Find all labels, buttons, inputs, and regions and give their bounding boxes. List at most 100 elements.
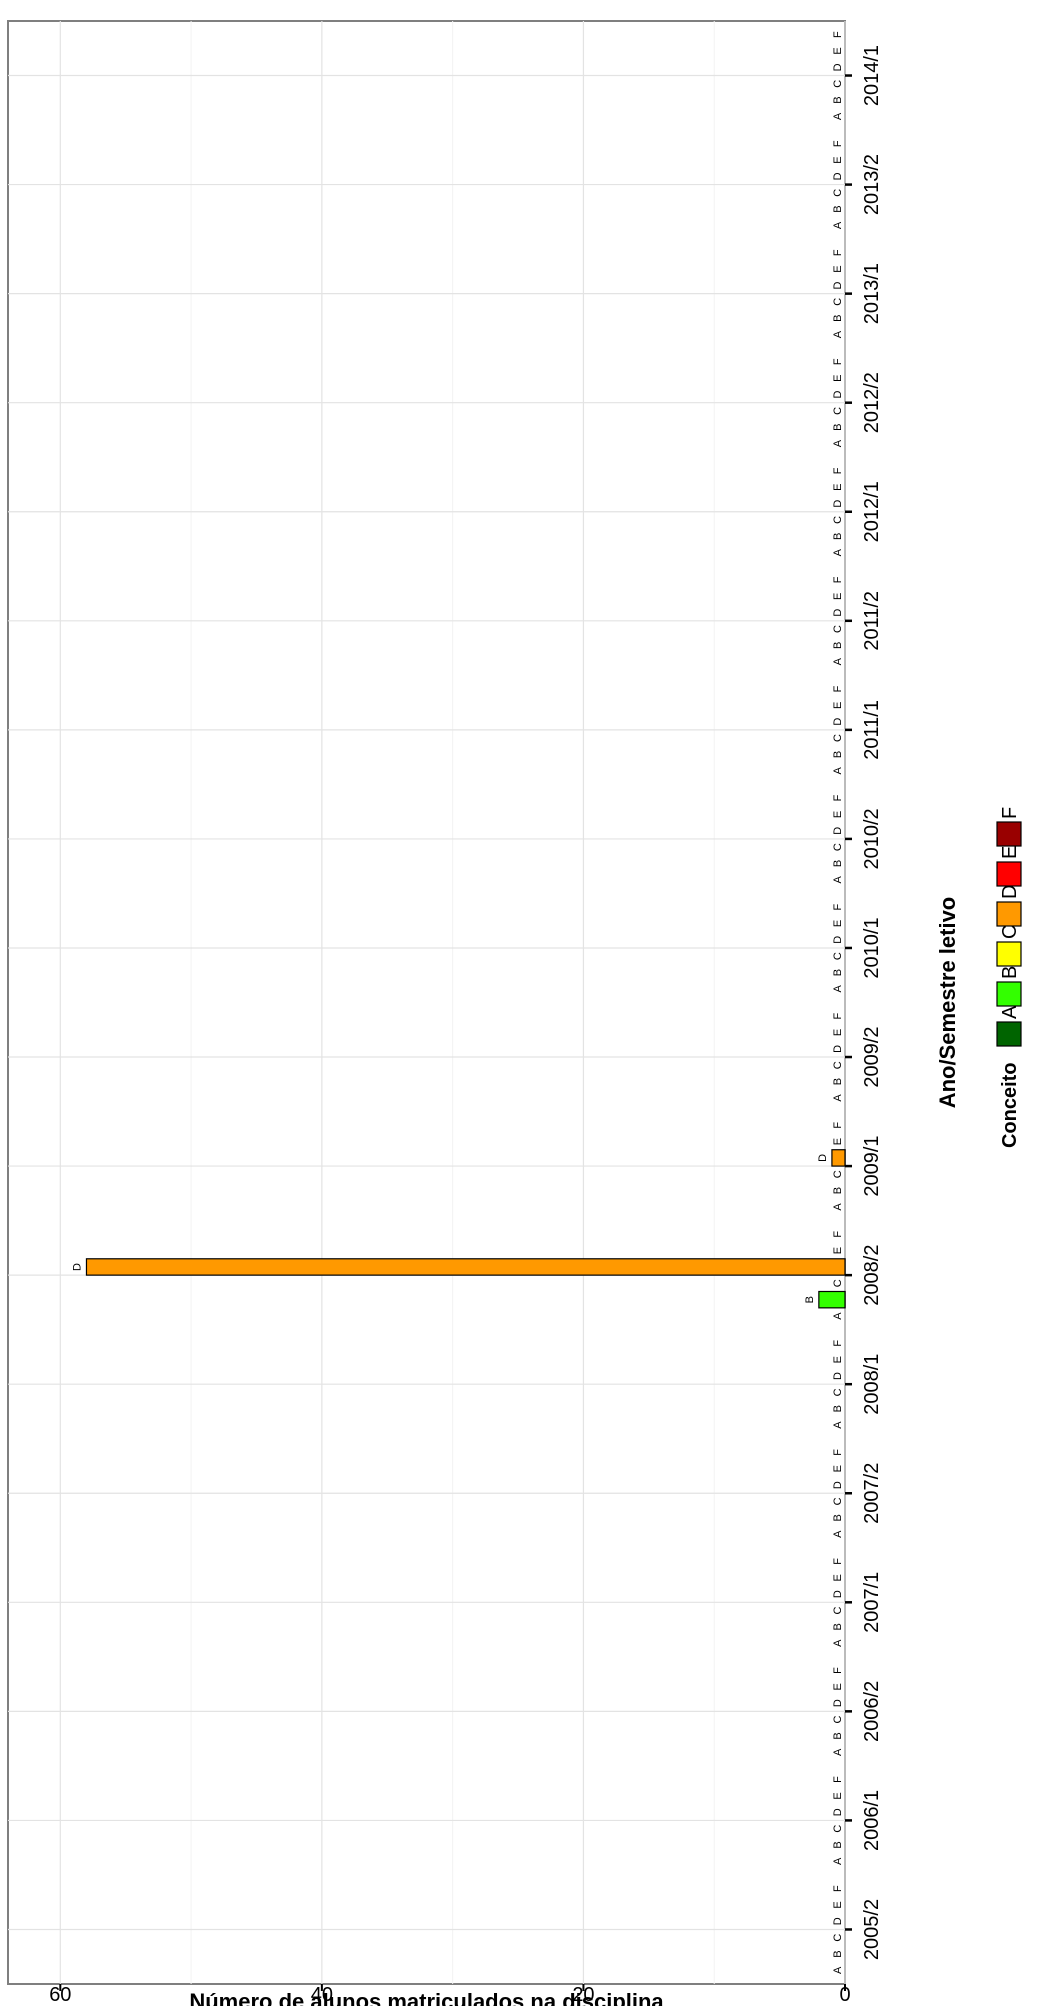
grade-letter: E bbox=[832, 1574, 844, 1581]
grade-letter: C bbox=[832, 189, 844, 197]
grade-letter: B bbox=[832, 424, 844, 431]
legend-swatch-F bbox=[996, 821, 1022, 847]
grade-letter: A bbox=[832, 1639, 844, 1647]
grade-letter: A bbox=[832, 766, 844, 774]
y-tick-label: 0 bbox=[839, 1984, 850, 2006]
grade-letter: A bbox=[832, 548, 844, 556]
grade-letter: D bbox=[832, 500, 844, 508]
grade-letter: B bbox=[832, 1405, 844, 1412]
grade-letter: E bbox=[832, 1138, 844, 1145]
grade-letter: F bbox=[832, 31, 844, 38]
legend-label-D: D bbox=[999, 885, 1021, 899]
grade-letter: C bbox=[832, 843, 844, 851]
grade-letter: F bbox=[832, 685, 844, 692]
plot-panel bbox=[7, 20, 846, 1985]
grade-letter: D bbox=[832, 281, 844, 289]
grade-letter: E bbox=[832, 1683, 844, 1690]
x-tick-label: 2007/1 bbox=[861, 1572, 883, 1633]
grade-letter: D bbox=[832, 609, 844, 617]
grade-letter: B bbox=[832, 1078, 844, 1085]
grade-letter: F bbox=[832, 1340, 844, 1347]
legend-label-E: E bbox=[999, 846, 1021, 859]
grade-letter: D bbox=[832, 936, 844, 944]
grade-letter: C bbox=[832, 1170, 844, 1178]
bar-labels: B D D bbox=[71, 1154, 828, 1303]
bars bbox=[85, 1149, 846, 1309]
grade-letter: C bbox=[832, 1388, 844, 1396]
grade-letter: D bbox=[832, 172, 844, 180]
grade-letter: F bbox=[832, 1885, 844, 1892]
grade-letter: F bbox=[832, 358, 844, 365]
grade-letter: C bbox=[832, 1934, 844, 1942]
y-tick-label: 40 bbox=[311, 1984, 333, 2006]
grade-letter: B bbox=[832, 751, 844, 758]
x-tick-label: 2010/1 bbox=[861, 917, 883, 978]
legend-label-F: F bbox=[999, 807, 1021, 819]
grade-letter: C bbox=[832, 516, 844, 524]
legend-swatch-E bbox=[996, 861, 1022, 887]
grade-letter: A bbox=[832, 112, 844, 120]
grade-letter: B bbox=[832, 1950, 844, 1957]
legend-title: Conceito bbox=[999, 1062, 1021, 1148]
grade-letter: F bbox=[832, 1012, 844, 1019]
grade-letter: B bbox=[832, 969, 844, 976]
x-tick-label: 2007/2 bbox=[861, 1463, 883, 1524]
x-tick-label: 2013/1 bbox=[861, 263, 883, 324]
x-tick-label: 2012/1 bbox=[861, 481, 883, 542]
grade-letter: B bbox=[832, 315, 844, 322]
grade-letter: D bbox=[832, 1590, 844, 1598]
grade-letter: F bbox=[832, 1667, 844, 1674]
grade-letter: F bbox=[832, 794, 844, 801]
grade-letter: B bbox=[832, 96, 844, 103]
grade-letter: E bbox=[832, 1247, 844, 1254]
x-tick-label: 2008/2 bbox=[861, 1245, 883, 1306]
grade-letter: D bbox=[832, 1917, 844, 1925]
bar-D-2008/2 bbox=[85, 1258, 846, 1276]
grade-letter: D bbox=[832, 390, 844, 398]
x-tick-label: 2011/1 bbox=[861, 700, 883, 760]
grade-letter: B bbox=[832, 860, 844, 867]
y-axis: 0 20 40 60 bbox=[49, 1984, 851, 2006]
grade-letter: B bbox=[832, 1514, 844, 1521]
bar-label-B-2008/2: B bbox=[804, 1296, 816, 1303]
grade-letter: D bbox=[832, 827, 844, 835]
grade-letter: D bbox=[832, 1699, 844, 1707]
grade-letter: A bbox=[832, 1094, 844, 1102]
grade-letter: B bbox=[832, 1732, 844, 1739]
y-tick-label: 20 bbox=[572, 1984, 594, 2006]
grade-letter: F bbox=[832, 140, 844, 147]
grade-letter: A bbox=[832, 1530, 844, 1538]
grade-letter: C bbox=[832, 1606, 844, 1614]
grade-letter: C bbox=[832, 952, 844, 960]
grade-letter: C bbox=[832, 1497, 844, 1505]
x-axis: 2005/2 2006/1 2006/2 2007/1 2007/2 2008/1 2008… bbox=[845, 45, 883, 1960]
grade-letter: A bbox=[832, 439, 844, 447]
grade-letter: C bbox=[832, 734, 844, 742]
x-tick-label: 2011/2 bbox=[861, 591, 883, 651]
grade-letter: B bbox=[832, 1187, 844, 1194]
grade-letter: A bbox=[832, 1857, 844, 1865]
grade-letter: C bbox=[832, 1716, 844, 1724]
legend-swatch-A bbox=[996, 1021, 1022, 1047]
grade-letter: E bbox=[832, 1465, 844, 1472]
grade-letter: D bbox=[832, 1808, 844, 1816]
grade-letter: F bbox=[832, 1231, 844, 1238]
legend-swatch-B bbox=[996, 981, 1022, 1007]
x-tick-label: 2006/1 bbox=[861, 1790, 883, 1851]
x-tick-label: 2006/2 bbox=[861, 1681, 883, 1742]
legend: Conceito A B C D E F bbox=[996, 807, 1022, 1148]
legend-label-A: A bbox=[999, 1005, 1021, 1019]
grade-letter: F bbox=[832, 1776, 844, 1783]
grade-letter: A bbox=[832, 985, 844, 993]
grade-letters: ABCDEFABCDEFABCDEFABCDEFABCDEFABCDEFACEF… bbox=[832, 31, 844, 1974]
grade-letter: A bbox=[832, 1203, 844, 1211]
grade-letter: D bbox=[832, 63, 844, 71]
grade-letter: F bbox=[832, 1558, 844, 1565]
grade-letter: A bbox=[832, 1312, 844, 1320]
grade-letter: C bbox=[832, 625, 844, 633]
grade-letter: A bbox=[832, 1421, 844, 1429]
grade-letter: E bbox=[832, 1792, 844, 1799]
grade-letter: C bbox=[832, 1825, 844, 1833]
grade-letter: C bbox=[832, 1279, 844, 1287]
grade-letter: E bbox=[832, 156, 844, 163]
